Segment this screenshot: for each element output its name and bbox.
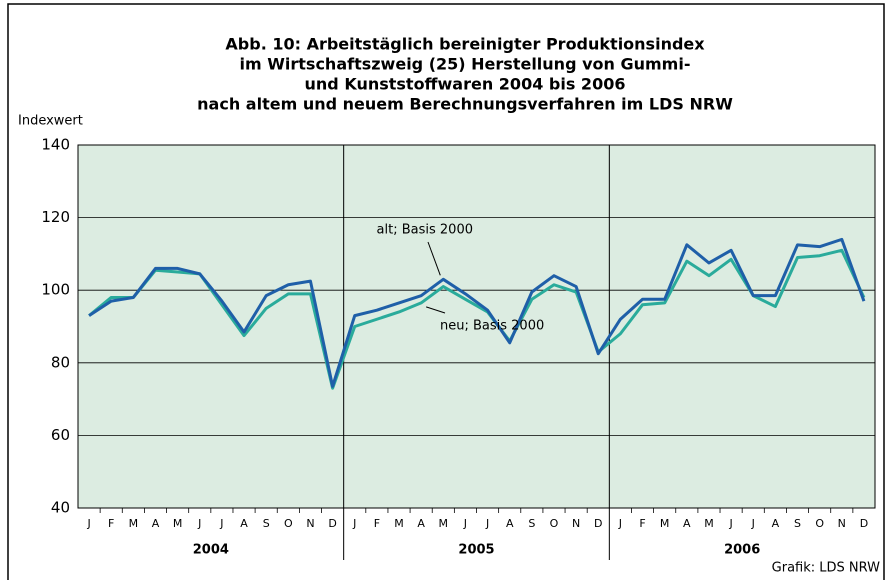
x-tick-label: J xyxy=(463,517,467,530)
source: Grafik: LDS NRW xyxy=(772,561,880,576)
x-tick-label: M xyxy=(173,517,183,530)
y-tick-label: 120 xyxy=(41,208,70,226)
x-tick-label: A xyxy=(417,517,425,530)
x-tick-label: D xyxy=(328,517,336,530)
frame xyxy=(7,3,885,584)
x-tick-label: S xyxy=(528,517,535,530)
x-tick-label: M xyxy=(439,517,449,530)
x-tick-label: D xyxy=(594,517,602,530)
x-tick-label: J xyxy=(728,517,732,530)
y-tick-label: 80 xyxy=(51,353,70,371)
x-tick-label: J xyxy=(485,517,489,530)
label-pointer xyxy=(425,306,446,314)
x-tick-label: A xyxy=(152,517,160,530)
x-tick-label: J xyxy=(352,517,356,530)
x-tick-label: F xyxy=(374,517,380,530)
series-line xyxy=(88,248,866,390)
chart-title: im Wirtschaftszweig (25) Herstellung von… xyxy=(240,55,691,74)
x-tick-label: M xyxy=(704,517,714,530)
x-tick-label: N xyxy=(838,517,846,530)
x-tick-label: J xyxy=(751,517,755,530)
x-tick-label: A xyxy=(683,517,691,530)
chart-title: Abb. 10: Arbeitstäglich bereinigter Prod… xyxy=(225,35,705,54)
label-pointer xyxy=(427,241,441,276)
y-tick-label: 40 xyxy=(51,499,70,517)
x-tick-label: S xyxy=(794,517,801,530)
year-label: 2004 xyxy=(193,543,229,558)
chart-title: und Kunststoffwaren 2004 bis 2006 xyxy=(305,75,626,94)
x-tick-label: F xyxy=(639,517,645,530)
x-tick-label: O xyxy=(550,517,559,530)
x-tick-label: M xyxy=(129,517,139,530)
series-label: alt; Basis 2000 xyxy=(377,223,473,238)
series-line xyxy=(88,237,866,388)
x-tick-label: O xyxy=(284,517,293,530)
series-label: neu; Basis 2000 xyxy=(440,319,544,334)
x-tick-label: N xyxy=(572,517,580,530)
x-tick-label: F xyxy=(108,517,114,530)
y-tick-label: 60 xyxy=(51,426,70,444)
chart-title: nach altem und neuem Berechnungsverfahre… xyxy=(197,95,733,114)
x-tick-label: M xyxy=(394,517,404,530)
year-label: 2006 xyxy=(724,543,760,558)
plot-area xyxy=(78,145,875,508)
y-tick-label: 100 xyxy=(41,281,70,299)
x-tick-label: S xyxy=(263,517,270,530)
x-tick-label: N xyxy=(306,517,314,530)
x-tick-label: J xyxy=(219,517,223,530)
x-tick-label: J xyxy=(197,517,201,530)
x-tick-label: J xyxy=(618,517,622,530)
year-label: 2005 xyxy=(458,543,494,558)
y-tick-label: 140 xyxy=(41,136,70,154)
x-tick-label: A xyxy=(240,517,248,530)
x-tick-label: D xyxy=(860,517,868,530)
x-tick-label: O xyxy=(815,517,824,530)
x-tick-label: A xyxy=(506,517,514,530)
y-axis-label: Indexwert xyxy=(18,114,83,129)
x-tick-label: J xyxy=(86,517,90,530)
x-tick-label: M xyxy=(660,517,670,530)
x-tick-label: A xyxy=(772,517,780,530)
